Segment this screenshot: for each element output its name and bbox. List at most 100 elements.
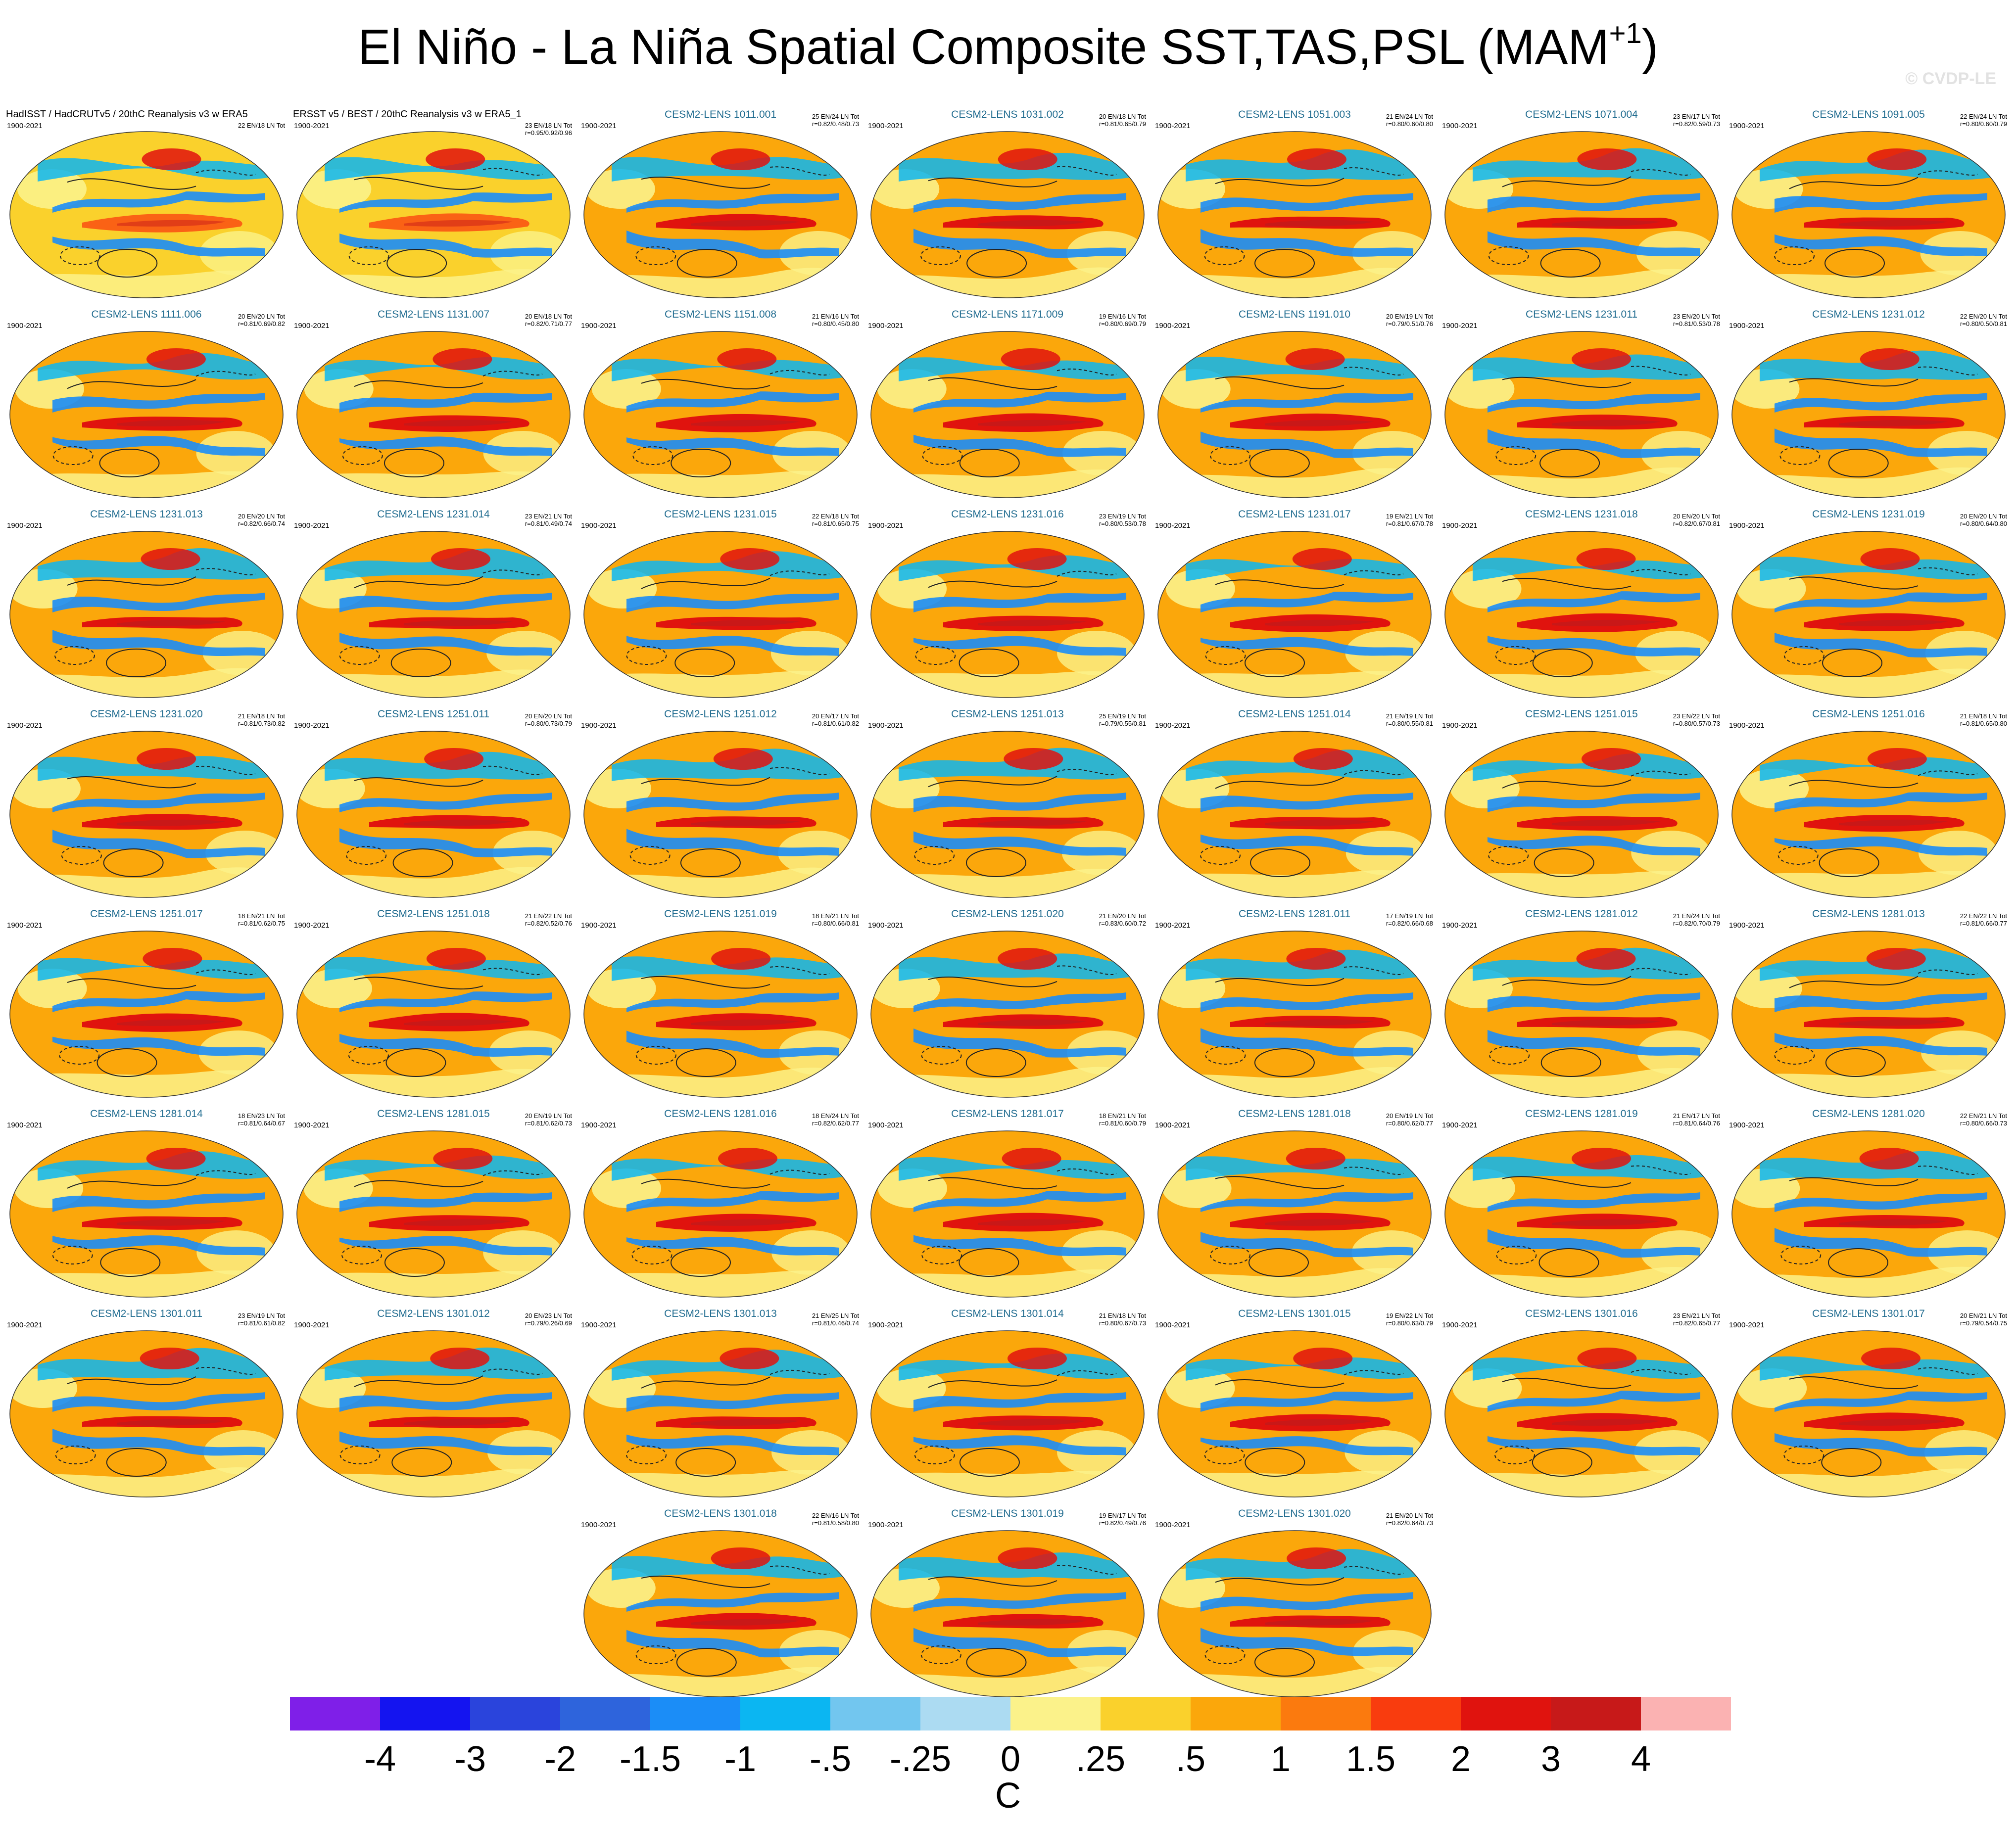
warm-core — [1839, 420, 1948, 426]
anomaly-patch — [591, 1169, 661, 1208]
cold-arm-south — [913, 1028, 1126, 1058]
cold-arm-north — [913, 1392, 1126, 1412]
psl-contour-negative — [1204, 246, 1245, 265]
psl-contour-negative — [1056, 166, 1117, 176]
panel-stats: 21 EN/24 LN Tot r=0.82/0.70/0.79 — [1673, 912, 1720, 927]
psl-contour — [1819, 848, 1879, 877]
pattern-correlation: r=0.81/0.73/0.82 — [238, 720, 285, 727]
psl-contour-negative — [54, 646, 95, 665]
psl-contour — [676, 249, 737, 278]
panel-period: 1900-2021 — [1729, 521, 1765, 530]
warm-core — [1265, 1019, 1374, 1026]
pattern-correlation: r=0.83/0.60/0.72 — [1099, 920, 1146, 927]
cold-band — [325, 357, 562, 381]
event-count: 18 EN/21 LN Tot — [1099, 1112, 1146, 1120]
warm-core — [1265, 420, 1374, 426]
pattern-correlation: r=0.81/0.65/0.80 — [1960, 720, 2007, 727]
warm-core — [691, 619, 800, 626]
sst-anomaly-field — [297, 331, 570, 498]
anomaly-patch — [10, 1368, 78, 1408]
map-panel: CESM2-LENS 1251.013 1900-2021 25 EN/19 LN … — [867, 708, 1148, 901]
psl-contour — [1502, 1377, 1632, 1389]
pattern-correlation: r=0.82/0.59/0.73 — [1673, 120, 1720, 128]
warm-core — [1265, 1619, 1374, 1626]
event-count: 20 EN/19 LN Tot — [1386, 313, 1433, 320]
panel-title: CESM2-LENS 1281.012 — [1525, 908, 1638, 920]
panel-stats: 21 EN/17 LN Tot r=0.81/0.64/0.76 — [1673, 1112, 1720, 1127]
warm-patch — [713, 748, 773, 770]
map-panel: CESM2-LENS 1231.020 1900-2021 21 EN/18 LN … — [6, 708, 287, 901]
cold-band — [899, 1354, 1136, 1381]
cold-arm-south — [1488, 636, 1700, 656]
warm-patch — [1860, 348, 1920, 370]
map-outline — [9, 731, 284, 898]
cold-arm-south — [1775, 234, 1987, 256]
pattern-correlation: r=0.80/0.53/0.78 — [1099, 520, 1146, 527]
cold-arm-north — [52, 191, 265, 213]
panel-period: 1900-2021 — [294, 1321, 330, 1329]
psl-contour-negative — [635, 246, 676, 265]
composite-map — [1731, 131, 2006, 298]
psl-contour-negative — [1209, 1246, 1250, 1264]
event-count: 18 EN/21 LN Tot — [238, 912, 285, 920]
panel-title: CESM2-LENS 1301.020 — [1238, 1508, 1351, 1519]
composite-map — [1444, 131, 1719, 298]
panel-period: 1900-2021 — [294, 322, 330, 330]
map-panel: CESM2-LENS 1301.011 1900-2021 23 EN/19 LN … — [6, 1308, 287, 1501]
cold-arm-south — [913, 1435, 1126, 1455]
cold-arm-north — [1775, 193, 1987, 213]
psl-contour-negative — [1774, 246, 1815, 265]
psl-contour — [1532, 1448, 1592, 1477]
panel-period: 1900-2021 — [581, 1321, 617, 1329]
map-outline — [583, 731, 858, 898]
cold-arm-south — [52, 1036, 265, 1056]
psl-contour — [96, 1048, 157, 1077]
panel-period: 1900-2021 — [581, 122, 617, 130]
map-outline — [1157, 531, 1432, 698]
panel-stats: 18 EN/23 LN Tot r=0.81/0.64/0.67 — [238, 1112, 285, 1127]
panel-title: CESM2-LENS 1301.014 — [951, 1308, 1064, 1319]
cold-band — [325, 157, 562, 182]
panel-title: CESM2-LENS 1281.019 — [1525, 1108, 1638, 1120]
composite-map — [1731, 331, 2006, 498]
warm-core — [1552, 1019, 1661, 1026]
map-panel: CESM2-LENS 1231.015 1900-2021 22 EN/18 LN … — [580, 509, 861, 702]
psl-contour-negative — [914, 846, 955, 865]
psl-contour — [354, 177, 483, 190]
psl-contour-negative — [195, 765, 256, 776]
psl-contour-negative — [1631, 770, 1691, 777]
map-outline — [9, 531, 284, 698]
cold-band — [1186, 1357, 1423, 1381]
psl-contour — [1534, 848, 1594, 877]
map-outline — [870, 931, 1145, 1098]
panel-stats: 22 EN/22 LN Tot r=0.81/0.66/0.77 — [1960, 912, 2007, 927]
cold-arm-south — [626, 1237, 839, 1256]
event-count: 20 EN/18 LN Tot — [1099, 113, 1146, 120]
cold-arm-north — [52, 991, 265, 1012]
cold-arm-south — [913, 636, 1126, 656]
event-count: 21 EN/18 LN Tot — [1960, 712, 2007, 720]
pattern-correlation: r=0.80/0.66/0.73 — [1960, 1120, 2007, 1127]
panel-stats: 20 EN/23 LN Tot r=0.79/0.26/0.69 — [525, 1312, 572, 1327]
event-count: 20 EN/20 LN Tot — [238, 513, 285, 520]
panel-stats: 20 EN/20 LN Tot r=0.80/0.73/0.79 — [525, 712, 572, 727]
colorbar-cell — [1461, 1697, 1551, 1730]
map-panel: CESM2-LENS 1231.016 1900-2021 23 EN/19 LN … — [867, 509, 1148, 702]
panel-title: CESM2-LENS 1111.006 — [91, 309, 202, 320]
pattern-correlation: r=0.81/0.64/0.76 — [1673, 1120, 1720, 1127]
psl-contour — [928, 377, 1057, 390]
psl-contour — [1250, 848, 1311, 877]
panel-title: CESM2-LENS 1251.012 — [664, 708, 777, 720]
warm-patch — [431, 548, 490, 570]
psl-contour — [1245, 1448, 1305, 1477]
sst-anomaly-field — [1158, 531, 1431, 698]
psl-contour — [67, 978, 196, 989]
anomaly-patch — [1445, 369, 1515, 409]
psl-contour — [1215, 1379, 1344, 1388]
anomaly-patch — [302, 169, 372, 209]
pattern-correlation: r=0.80/0.50/0.81 — [1960, 320, 2007, 327]
map-outline — [870, 1330, 1145, 1497]
cold-arm-south — [1200, 637, 1413, 656]
panel-stats: 18 EN/21 LN Tot r=0.81/0.62/0.75 — [238, 912, 285, 927]
panel-period: 1900-2021 — [294, 1121, 330, 1129]
